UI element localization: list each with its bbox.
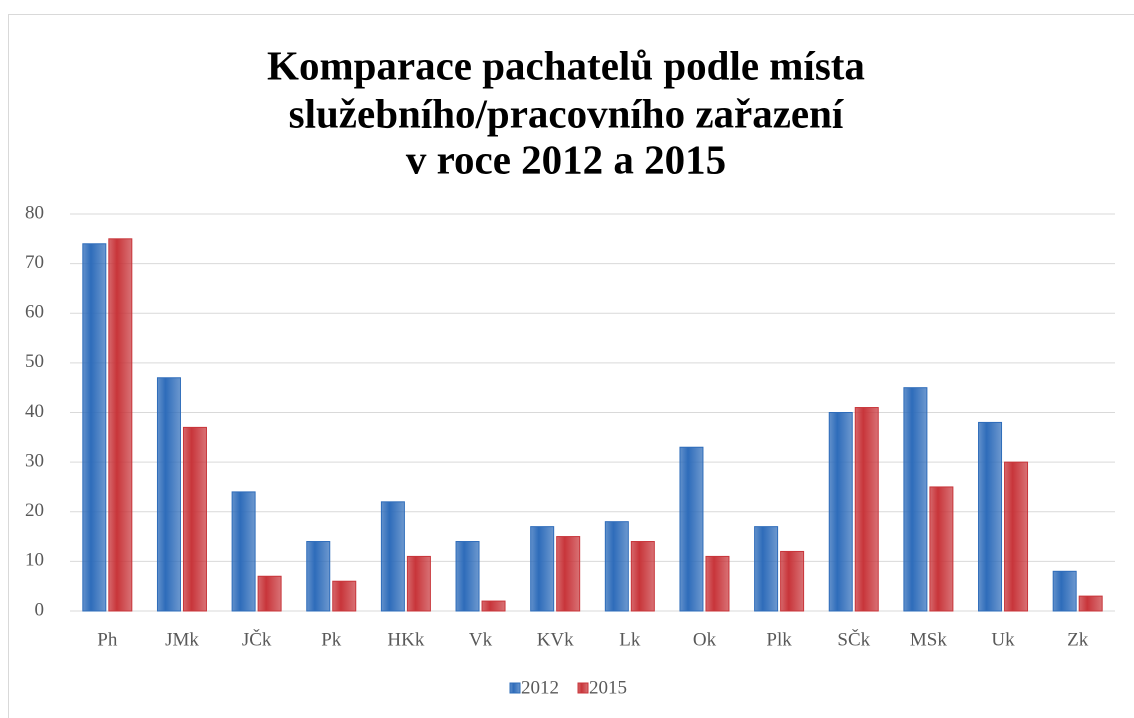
legend-swatch [509,682,521,694]
x-tick-label: Pk [321,629,342,650]
x-tick-label: JMk [165,629,199,650]
x-tick-label: Lk [619,629,641,650]
bar [1078,595,1103,612]
bar [481,600,506,612]
x-tick-label: SČk [837,628,870,650]
x-tick-label: Ph [97,629,118,650]
bar [978,421,1003,612]
bar [156,377,181,612]
bar [929,486,954,612]
bar [82,243,107,612]
bar [306,541,331,612]
chart-title: Komparace pachatelů podle místa [267,42,865,88]
bar [108,238,133,612]
bar [231,491,256,612]
legend-swatch [577,682,589,694]
bar [332,580,357,612]
bar [455,541,480,612]
legend-label: 2012 [521,677,559,698]
bar [530,526,555,612]
x-tick-label: Plk [766,629,792,650]
y-tick-label: 20 [25,500,44,521]
chart-border [8,14,1134,718]
bar [854,407,879,612]
x-tick-label: MSk [910,629,947,650]
y-tick-label: 60 [25,302,44,323]
bar [257,575,282,612]
bar [780,550,805,612]
bar [380,501,405,612]
bar [556,536,581,612]
x-tick-label: HKk [387,629,424,650]
chart-title: služebního/pracovního zařazení [289,90,844,136]
bar [705,555,730,612]
chart-title: v roce 2012 a 2015 [406,136,726,182]
bar [630,541,655,612]
bar [903,387,928,612]
bar [1004,461,1029,612]
x-tick-label: Ok [693,629,717,650]
y-tick-label: 10 [25,550,44,571]
y-tick-label: 30 [25,450,44,471]
bar [1052,570,1077,612]
legend-label: 2015 [589,677,627,698]
bar [679,446,704,612]
y-tick-label: 0 [35,599,45,620]
bar [828,412,853,612]
x-tick-label: JČk [242,628,272,650]
y-tick-label: 80 [25,202,44,223]
bar [406,555,431,612]
bar [182,426,207,612]
y-tick-label: 70 [25,252,44,273]
x-tick-label: Uk [991,629,1015,650]
x-tick-label: KVk [537,629,574,650]
y-tick-label: 50 [25,351,44,372]
x-tick-label: Zk [1067,629,1089,650]
bar [604,521,629,612]
x-tick-label: Vk [469,629,493,650]
y-tick-label: 40 [25,401,44,422]
bar [754,526,779,612]
